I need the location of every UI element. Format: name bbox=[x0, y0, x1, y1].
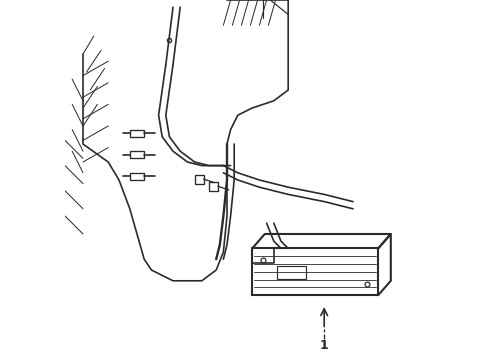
Text: 1: 1 bbox=[320, 339, 329, 352]
